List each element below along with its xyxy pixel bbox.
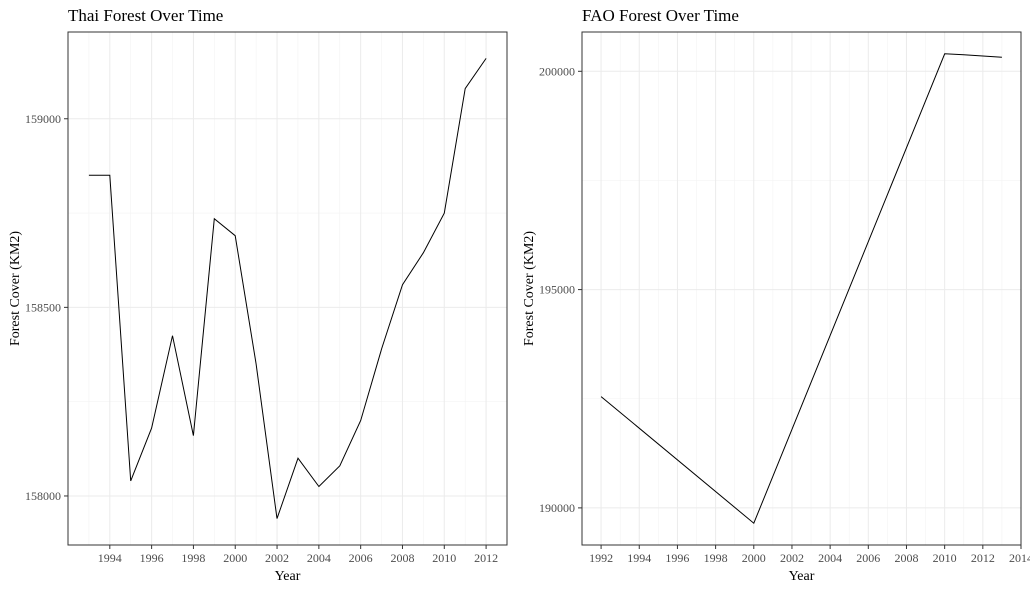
y-axis-title: Forest Cover (KM2) [8, 231, 23, 346]
x-tick-label: 1998 [704, 551, 728, 565]
thai-forest-chart: Thai Forest Over Time 1994 1996 1998 2000 20… [8, 6, 508, 584]
plot-frame [581, 31, 1022, 546]
chart-title: FAO Forest Over Time [582, 6, 739, 25]
x-tick-label: 1992 [589, 551, 613, 565]
x-tick-label: 2002 [265, 551, 289, 565]
x-tick-label: 2010 [432, 551, 456, 565]
x-tick-label: 2002 [780, 551, 804, 565]
y-tick-label: 195000 [539, 283, 575, 297]
thai-forest-series-line [88, 58, 487, 519]
x-tick-label: 1996 [665, 551, 689, 565]
x-tick-label: 2012 [971, 551, 995, 565]
y-axis-title: Forest Cover (KM2) [522, 231, 537, 346]
plot-frame [67, 31, 508, 546]
fao-forest-chart-panel: FAO Forest Over Time 1992 1994 1996 1998 200… [515, 0, 1030, 590]
x-tick-label: 2000 [742, 551, 766, 565]
x-tick-label: 2008 [894, 551, 918, 565]
x-tick-label: 2004 [818, 551, 842, 565]
x-tick-label: 2006 [349, 551, 373, 565]
y-tick-label: 159000 [25, 112, 61, 126]
x-tick-label: 2000 [223, 551, 247, 565]
y-tick-label: 158000 [25, 489, 61, 503]
fao-forest-series-line [600, 53, 1002, 525]
x-tick-label: 2006 [856, 551, 880, 565]
x-tick-label: 1994 [98, 551, 122, 565]
x-tick-label: 1996 [140, 551, 164, 565]
x-tick-label: 2012 [474, 551, 498, 565]
x-tick-label: 2014 [1009, 551, 1030, 565]
x-tick-label: 1994 [627, 551, 651, 565]
y-tick-label: 158500 [25, 300, 61, 314]
x-tick-label: 2004 [307, 551, 331, 565]
y-tick-label: 200000 [539, 64, 575, 78]
x-axis-title: Year [275, 569, 301, 584]
x-axis-title: Year [789, 569, 815, 584]
thai-forest-chart-panel: Thai Forest Over Time 1994 1996 1998 2000 20… [8, 6, 508, 584]
chart-title: Thai Forest Over Time [68, 6, 223, 25]
x-tick-label: 2008 [390, 551, 414, 565]
y-tick-label: 190000 [539, 501, 575, 515]
fao-forest-chart: FAO Forest Over Time 1992 1994 1996 1998 200… [522, 6, 1030, 584]
x-tick-label: 2010 [933, 551, 957, 565]
x-tick-label: 1998 [181, 551, 205, 565]
